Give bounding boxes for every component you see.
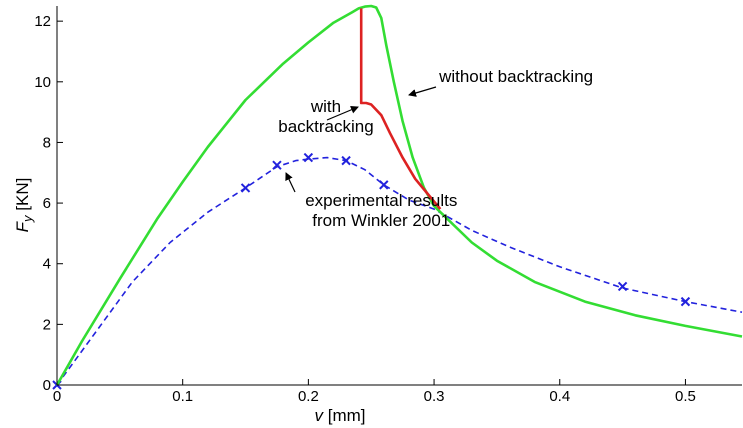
data-point-marker [680, 296, 691, 307]
y-tick-label: 0 [43, 377, 51, 394]
y-axis-unit: [KN] [13, 178, 32, 216]
data-point-marker [303, 152, 314, 163]
data-point-marker [272, 160, 282, 170]
x-tick-label: 0.2 [298, 388, 319, 405]
y-tick-label: 6 [43, 195, 51, 212]
data-point-marker [240, 183, 251, 193]
x-axis-label: v [mm] [315, 406, 366, 425]
annotation-text: backtracking [278, 117, 373, 136]
x-axis-unit: [mm] [323, 406, 366, 425]
y-axis-label: Fy [KN] [13, 178, 35, 233]
annotation-0: without backtracking [438, 67, 593, 86]
data-point-marker [341, 155, 351, 166]
series-line-0 [55, 4, 743, 386]
annotation-text: experimental results [305, 191, 457, 210]
y-axis-symbol: F [13, 220, 32, 232]
annotation-text: without backtracking [438, 67, 593, 86]
data-point-marker [379, 180, 389, 190]
y-tick-label: 8 [43, 134, 51, 151]
annotation-arrow [408, 86, 437, 97]
data-point-marker [617, 281, 628, 292]
y-tick-label: 10 [34, 74, 51, 91]
y-axis-subscript: y [20, 214, 35, 223]
x-tick-label: 0.5 [675, 388, 696, 405]
x-tick-label: 0 [53, 388, 61, 405]
x-tick-label: 0.4 [549, 388, 570, 405]
y-tick-label: 12 [34, 13, 51, 30]
annotation-text: with [310, 97, 341, 116]
x-tick-label: 0.3 [424, 388, 445, 405]
annotation-text: from Winkler 2001 [312, 211, 450, 230]
y-tick-label: 2 [43, 316, 51, 333]
annotation-arrow [326, 106, 359, 121]
axes: 0 0.1 0.2 0.3 0.4 0.5 0 2 4 6 8 10 12 [34, 6, 742, 405]
series-line-1 [359, 8, 442, 210]
y-tick-label: 4 [43, 256, 51, 273]
x-tick-label: 0.1 [172, 388, 193, 405]
annotation-arrow [285, 172, 296, 193]
x-axis-symbol: v [315, 406, 325, 425]
